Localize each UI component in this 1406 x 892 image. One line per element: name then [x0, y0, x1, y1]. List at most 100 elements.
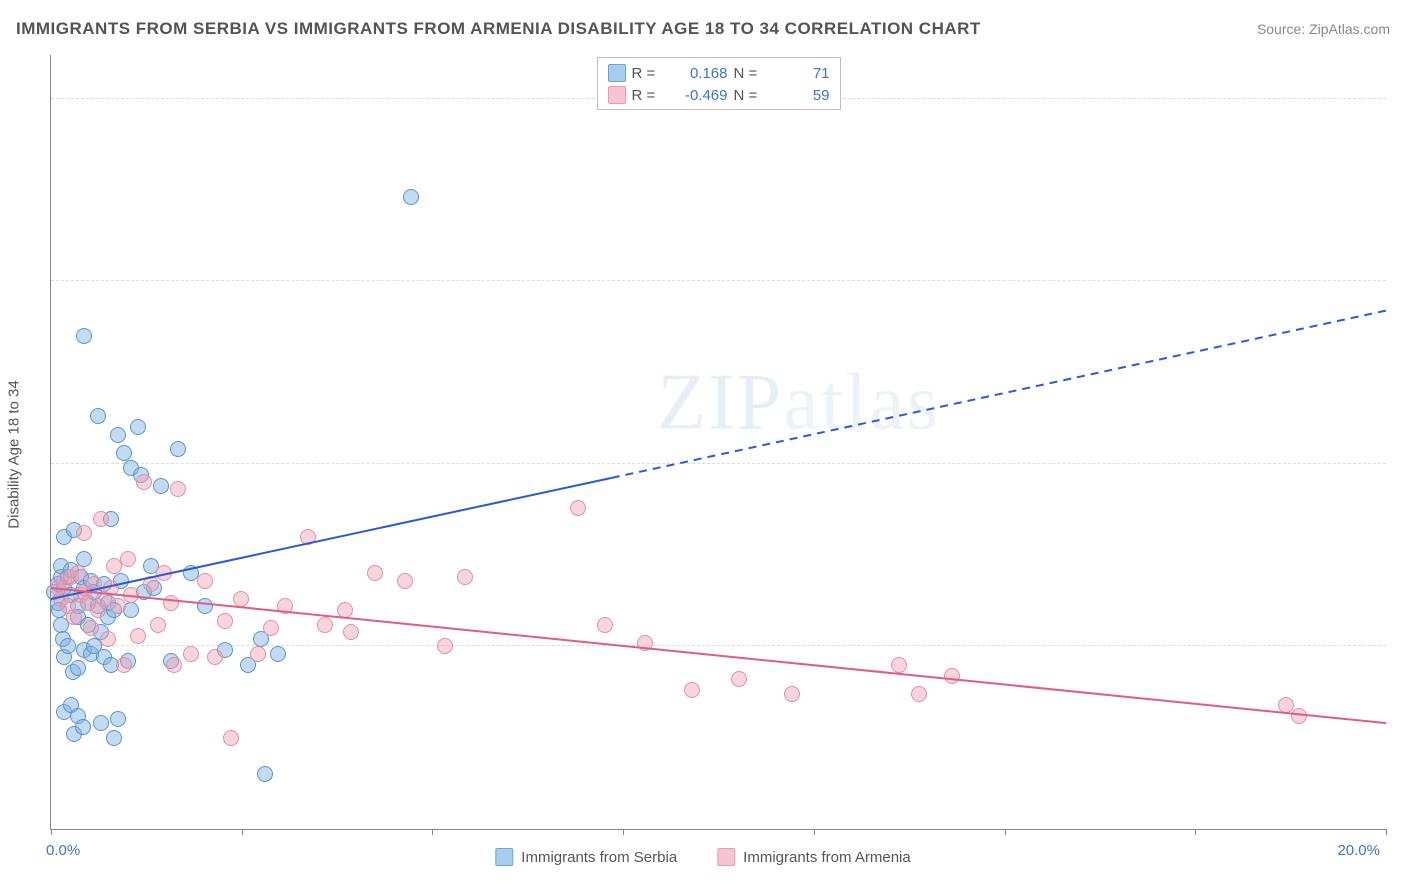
x-tick	[242, 829, 243, 835]
data-point	[83, 620, 99, 636]
n-label: N =	[734, 65, 764, 82]
data-point	[944, 668, 960, 684]
data-point	[156, 565, 172, 581]
data-point	[263, 620, 279, 636]
data-point	[150, 617, 166, 633]
data-point	[70, 565, 86, 581]
data-point	[93, 511, 109, 527]
data-point	[397, 573, 413, 589]
data-point	[106, 730, 122, 746]
legend-item-armenia: Immigrants from Armenia	[717, 848, 911, 866]
data-point	[90, 408, 106, 424]
x-axis-min-label: 0.0%	[46, 842, 80, 859]
legend-row-armenia: R = -0.469 N = 59	[608, 84, 830, 106]
data-point	[76, 328, 92, 344]
data-point	[207, 649, 223, 665]
data-point	[75, 719, 91, 735]
data-point	[257, 766, 273, 782]
swatch-armenia-icon	[717, 848, 735, 866]
data-point	[183, 646, 199, 662]
data-point	[343, 624, 359, 640]
data-point	[317, 617, 333, 633]
r-label: R =	[632, 87, 662, 104]
data-point	[217, 613, 233, 629]
gridline	[51, 280, 1386, 281]
legend-label-armenia: Immigrants from Armenia	[743, 849, 911, 866]
data-point	[110, 711, 126, 727]
data-point	[120, 551, 136, 567]
x-tick	[1386, 829, 1387, 835]
data-point	[166, 657, 182, 673]
swatch-serbia-icon	[495, 848, 513, 866]
swatch-serbia	[608, 64, 626, 82]
plot-area: ZIPatlas R = 0.168 N = 71 R = -0.469 N =…	[50, 55, 1386, 830]
y-axis-label: Disability Age 18 to 34	[6, 380, 23, 528]
y-tick-label: 10.0%	[1392, 438, 1406, 455]
data-point	[437, 638, 453, 654]
data-point	[100, 631, 116, 647]
data-point	[270, 646, 286, 662]
data-point	[784, 686, 800, 702]
r-label: R =	[632, 65, 662, 82]
data-point	[277, 598, 293, 614]
data-point	[93, 715, 109, 731]
data-point	[457, 569, 473, 585]
data-point	[1278, 697, 1294, 713]
data-point	[337, 602, 353, 618]
r-value-armenia: -0.469	[668, 87, 728, 104]
y-tick-label: 20.0%	[1392, 73, 1406, 90]
legend-label-serbia: Immigrants from Serbia	[521, 849, 677, 866]
series-legend: Immigrants from Serbia Immigrants from A…	[495, 848, 910, 866]
y-tick-label: 5.0%	[1392, 621, 1406, 638]
data-point	[103, 580, 119, 596]
legend-item-serbia: Immigrants from Serbia	[495, 848, 677, 866]
n-label: N =	[734, 87, 764, 104]
data-point	[684, 682, 700, 698]
data-point	[250, 646, 266, 662]
data-point	[153, 478, 169, 494]
legend-row-serbia: R = 0.168 N = 71	[608, 62, 830, 84]
source-attribution: Source: ZipAtlas.com	[1257, 21, 1390, 37]
data-point	[130, 419, 146, 435]
data-point	[637, 635, 653, 651]
data-point	[76, 551, 92, 567]
trend-line-solid	[51, 478, 612, 599]
data-point	[403, 189, 419, 205]
x-tick	[432, 829, 433, 835]
data-point	[233, 591, 249, 607]
n-value-serbia: 71	[770, 65, 830, 82]
data-point	[731, 671, 747, 687]
x-tick	[1195, 829, 1196, 835]
chart-title: IMMIGRANTS FROM SERBIA VS IMMIGRANTS FRO…	[16, 19, 981, 39]
data-point	[123, 587, 139, 603]
data-point	[76, 525, 92, 541]
data-point	[143, 576, 159, 592]
data-point	[66, 609, 82, 625]
data-point	[197, 573, 213, 589]
data-point	[570, 500, 586, 516]
x-tick	[1005, 829, 1006, 835]
watermark-thin: atlas	[783, 359, 940, 447]
x-tick	[51, 829, 52, 835]
data-point	[130, 628, 146, 644]
gridline	[51, 463, 1386, 464]
data-point	[911, 686, 927, 702]
data-point	[1291, 708, 1307, 724]
data-point	[116, 657, 132, 673]
gridline	[51, 645, 1386, 646]
n-value-armenia: 59	[770, 87, 830, 104]
data-point	[110, 427, 126, 443]
y-tick-label: 15.0%	[1392, 256, 1406, 273]
data-point	[597, 617, 613, 633]
data-point	[197, 598, 213, 614]
data-point	[170, 441, 186, 457]
x-axis-max-label: 20.0%	[1337, 842, 1380, 859]
r-value-serbia: 0.168	[668, 65, 728, 82]
data-point	[163, 595, 179, 611]
data-point	[110, 598, 126, 614]
data-point	[86, 576, 102, 592]
correlation-legend: R = 0.168 N = 71 R = -0.469 N = 59	[597, 57, 841, 110]
data-point	[891, 657, 907, 673]
x-tick	[814, 829, 815, 835]
data-point	[60, 638, 76, 654]
